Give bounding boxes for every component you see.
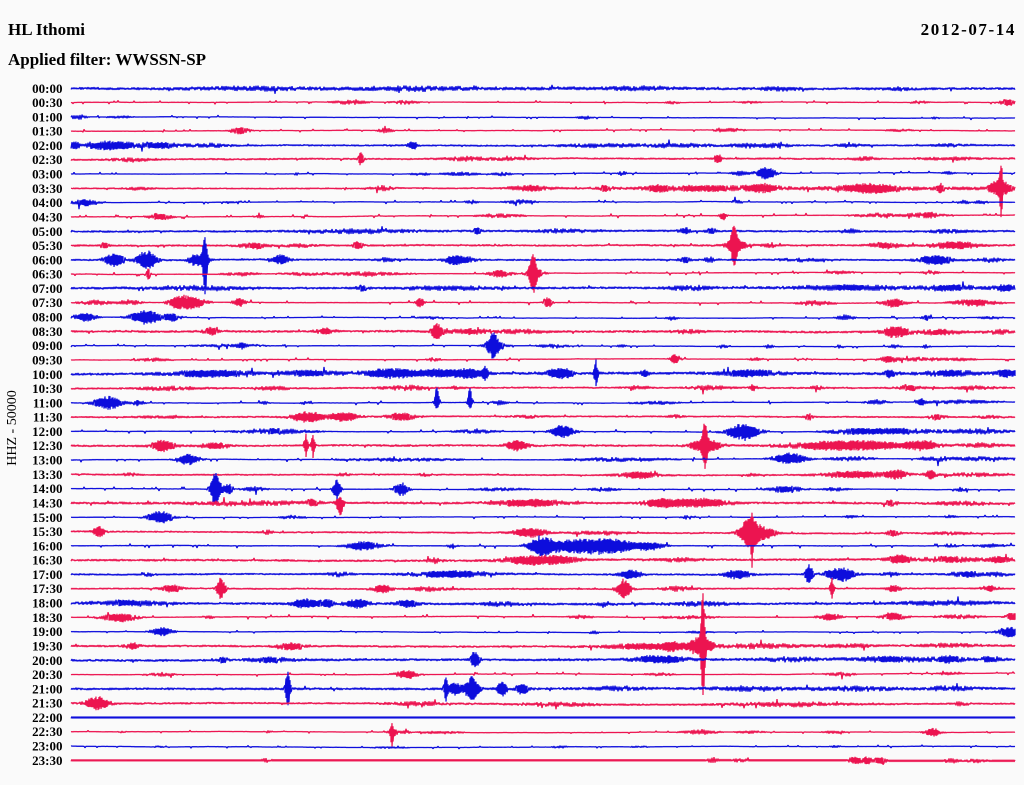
svg-text:09:00: 09:00	[32, 338, 62, 353]
svg-text:06:30: 06:30	[32, 267, 62, 282]
svg-text:10:30: 10:30	[32, 381, 62, 396]
svg-text:08:30: 08:30	[32, 324, 62, 339]
svg-text:23:00: 23:00	[32, 739, 62, 754]
svg-text:21:30: 21:30	[32, 696, 62, 711]
svg-text:21:00: 21:00	[32, 681, 62, 696]
svg-text:20:30: 20:30	[32, 667, 62, 682]
svg-text:13:30: 13:30	[32, 467, 62, 482]
svg-text:14:30: 14:30	[32, 496, 62, 511]
svg-text:13:00: 13:00	[32, 453, 62, 468]
svg-text:19:30: 19:30	[32, 639, 62, 654]
svg-text:09:30: 09:30	[32, 352, 62, 367]
svg-text:05:00: 05:00	[32, 224, 62, 239]
svg-text:2012-07-14: 2012-07-14	[921, 20, 1016, 39]
svg-text:12:30: 12:30	[32, 438, 62, 453]
svg-text:HL Ithomi: HL Ithomi	[8, 20, 85, 39]
svg-text:05:30: 05:30	[32, 238, 62, 253]
svg-text:02:30: 02:30	[32, 152, 62, 167]
svg-text:14:00: 14:00	[32, 481, 62, 496]
svg-text:10:00: 10:00	[32, 367, 62, 382]
svg-text:20:00: 20:00	[32, 653, 62, 668]
svg-text:23:30: 23:30	[32, 753, 62, 768]
svg-text:15:00: 15:00	[32, 510, 62, 525]
svg-text:19:00: 19:00	[32, 624, 62, 639]
svg-text:00:30: 00:30	[32, 95, 62, 110]
svg-text:08:00: 08:00	[32, 310, 62, 325]
svg-text:HHZ - 50000: HHZ - 50000	[5, 390, 20, 465]
svg-text:01:00: 01:00	[32, 109, 62, 124]
svg-text:02:00: 02:00	[32, 138, 62, 153]
svg-text:17:30: 17:30	[32, 581, 62, 596]
svg-text:04:00: 04:00	[32, 195, 62, 210]
svg-text:07:30: 07:30	[32, 295, 62, 310]
svg-text:00:00: 00:00	[32, 81, 62, 96]
svg-text:18:00: 18:00	[32, 596, 62, 611]
svg-text:17:00: 17:00	[32, 567, 62, 582]
svg-text:01:30: 01:30	[32, 124, 62, 139]
svg-text:03:30: 03:30	[32, 181, 62, 196]
svg-text:06:00: 06:00	[32, 252, 62, 267]
svg-text:03:00: 03:00	[32, 167, 62, 182]
svg-text:16:00: 16:00	[32, 538, 62, 553]
svg-text:15:30: 15:30	[32, 524, 62, 539]
svg-text:12:00: 12:00	[32, 424, 62, 439]
svg-text:07:00: 07:00	[32, 281, 62, 296]
svg-text:18:30: 18:30	[32, 610, 62, 625]
svg-text:22:00: 22:00	[32, 710, 62, 725]
svg-text:11:00: 11:00	[33, 395, 63, 410]
svg-text:22:30: 22:30	[32, 724, 62, 739]
svg-text:Applied filter: WWSSN-SP: Applied filter: WWSSN-SP	[8, 50, 206, 69]
svg-text:11:30: 11:30	[33, 410, 63, 425]
svg-text:04:30: 04:30	[32, 210, 62, 225]
svg-text:16:30: 16:30	[32, 553, 62, 568]
